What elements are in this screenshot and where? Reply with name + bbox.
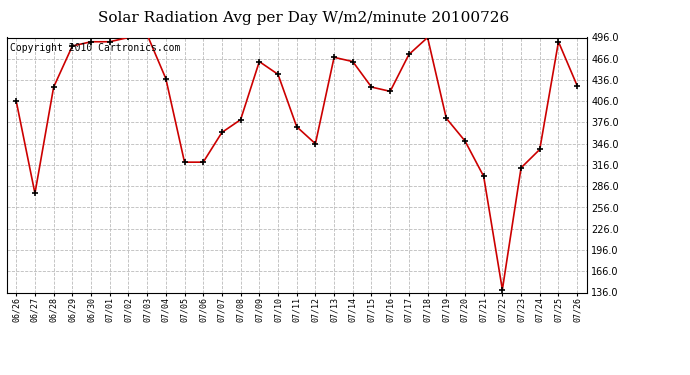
Text: Solar Radiation Avg per Day W/m2/minute 20100726: Solar Radiation Avg per Day W/m2/minute … <box>98 11 509 25</box>
Text: Copyright 2010 Cartronics.com: Copyright 2010 Cartronics.com <box>10 43 180 52</box>
